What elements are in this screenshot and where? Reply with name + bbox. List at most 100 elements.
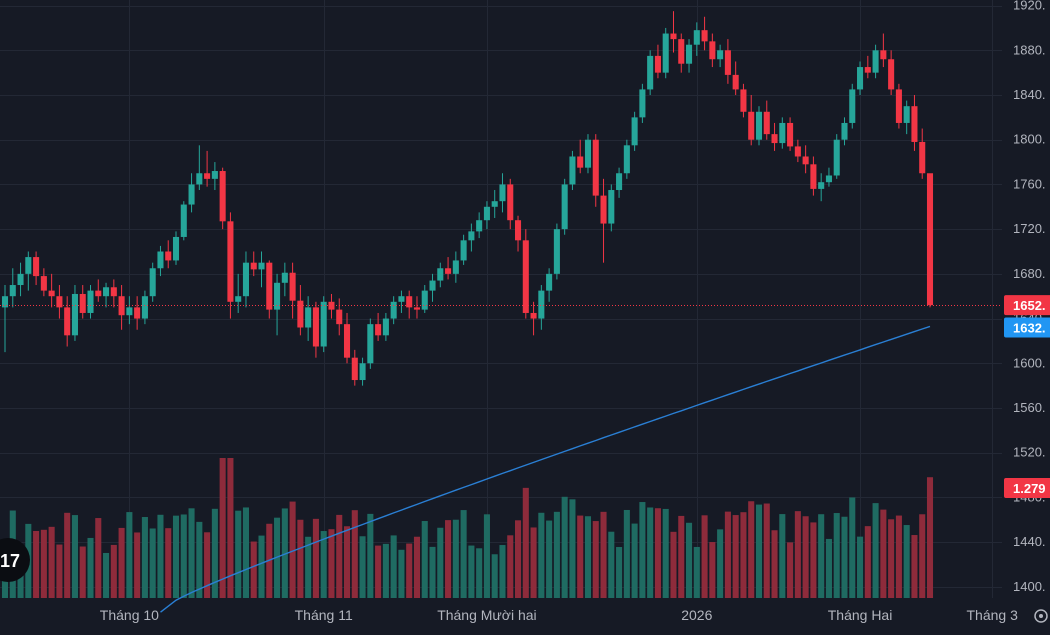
candle-body-down[interactable] (748, 111, 755, 140)
candle-body-up[interactable] (180, 204, 187, 237)
candle-body-down[interactable] (709, 41, 716, 60)
candle-body-up[interactable] (211, 171, 218, 179)
candle-body-down[interactable] (227, 221, 234, 302)
candle-body-down[interactable] (375, 324, 382, 336)
candle-body-down[interactable] (56, 296, 63, 308)
candle-body-up[interactable] (693, 30, 700, 45)
candle-body-down[interactable] (165, 251, 172, 261)
candle-body-down[interactable] (911, 106, 918, 142)
candle-body-up[interactable] (305, 307, 312, 328)
candle-body-down[interactable] (895, 89, 902, 123)
candle-body-down[interactable] (592, 139, 599, 196)
candle-body-up[interactable] (1, 296, 9, 308)
candle-body-down[interactable] (724, 50, 731, 75)
candle-body-up[interactable] (755, 111, 763, 140)
candle-body-down[interactable] (794, 146, 801, 157)
candle-body-down[interactable] (297, 300, 304, 328)
candle-body-up[interactable] (367, 324, 374, 364)
candle-body-up[interactable] (631, 117, 638, 146)
candle-body-down[interactable] (514, 220, 522, 241)
candle-body-up[interactable] (188, 184, 195, 205)
candle-body-up[interactable] (103, 287, 110, 297)
candle-body-down[interactable] (654, 55, 661, 73)
candle-body-up[interactable] (452, 260, 459, 274)
candle-body-down[interactable] (802, 156, 809, 165)
candle-body-up[interactable] (196, 173, 203, 185)
candle-body-up[interactable] (639, 89, 646, 118)
candle-body-up[interactable] (71, 293, 78, 336)
candle-body-down[interactable] (289, 272, 296, 301)
candle-body-up[interactable] (569, 156, 576, 185)
candle-body-up[interactable] (491, 201, 498, 207)
candle-body-down[interactable] (219, 171, 226, 222)
candle-body-up[interactable] (499, 184, 506, 202)
candle-body-up[interactable] (553, 229, 560, 274)
candle-body-down[interactable] (740, 89, 747, 112)
candle-body-up[interactable] (235, 296, 242, 302)
candle-body-down[interactable] (343, 324, 351, 358)
candle-body-up[interactable] (841, 122, 848, 140)
candle-body-down[interactable] (701, 30, 708, 42)
candle-body-up[interactable] (616, 173, 623, 191)
candle-body-down[interactable] (926, 173, 934, 306)
candle-body-down[interactable] (64, 307, 71, 336)
candle-body-up[interactable] (818, 182, 825, 189)
candle-body-up[interactable] (608, 190, 615, 224)
settings-icon[interactable] (1034, 609, 1048, 623)
candle-body-down[interactable] (600, 195, 607, 224)
candle-body-down[interactable] (787, 122, 794, 147)
candle-body-down[interactable] (445, 268, 452, 274)
candle-body-down[interactable] (732, 74, 739, 90)
candle-body-down[interactable] (328, 301, 335, 310)
candle-body-down[interactable] (95, 290, 102, 297)
candle-body-down[interactable] (336, 309, 343, 325)
candle-body-down[interactable] (670, 33, 677, 40)
candle-body-up[interactable] (483, 206, 490, 221)
candle-body-up[interactable] (17, 273, 24, 286)
candle-body-up[interactable] (468, 231, 475, 241)
candle-body-down[interactable] (33, 257, 40, 277)
candle-body-down[interactable] (810, 164, 817, 189)
candle-body-up[interactable] (437, 268, 444, 281)
candle-body-up[interactable] (429, 280, 436, 291)
candle-body-down[interactable] (118, 296, 125, 316)
candle-body-down[interactable] (351, 357, 358, 381)
candle-body-up[interactable] (359, 363, 366, 381)
candle-body-up[interactable] (662, 33, 669, 73)
candle-body-up[interactable] (779, 122, 786, 144)
candle-body-up[interactable] (157, 251, 164, 269)
candle-body-down[interactable] (406, 296, 413, 308)
candle-body-up[interactable] (87, 290, 94, 313)
candle-body-down[interactable] (312, 307, 319, 347)
candle-body-down[interactable] (577, 156, 584, 168)
candle-body-up[interactable] (258, 262, 265, 270)
candle-body-down[interactable] (250, 262, 257, 270)
candle-body-down[interactable] (134, 307, 141, 319)
candle-body-up[interactable] (717, 50, 724, 60)
candle-body-up[interactable] (281, 272, 288, 283)
candle-body-up[interactable] (538, 290, 545, 319)
candle-body-up[interactable] (398, 296, 405, 302)
candle-body-down[interactable] (771, 134, 778, 144)
candle-body-up[interactable] (25, 257, 32, 274)
candle-body-down[interactable] (413, 307, 421, 310)
candle-body-up[interactable] (476, 220, 483, 232)
candle-body-up[interactable] (390, 301, 397, 319)
candle-body-up[interactable] (623, 145, 630, 174)
candle-body-up[interactable] (9, 285, 16, 297)
candle-body-down[interactable] (678, 39, 685, 64)
candle-body-up[interactable] (320, 301, 327, 347)
candle-body-up[interactable] (647, 55, 654, 90)
candle-body-up[interactable] (686, 44, 693, 64)
candle-body-up[interactable] (584, 139, 592, 168)
candle-body-up[interactable] (141, 296, 148, 319)
candle-body-down[interactable] (919, 141, 926, 174)
candle-body-down[interactable] (522, 240, 529, 313)
candle-body-up[interactable] (126, 307, 133, 316)
candle-body-up[interactable] (561, 184, 568, 230)
candle-body-down[interactable] (79, 293, 86, 313)
candle-body-up[interactable] (825, 175, 832, 183)
candle-body-down[interactable] (266, 262, 273, 310)
